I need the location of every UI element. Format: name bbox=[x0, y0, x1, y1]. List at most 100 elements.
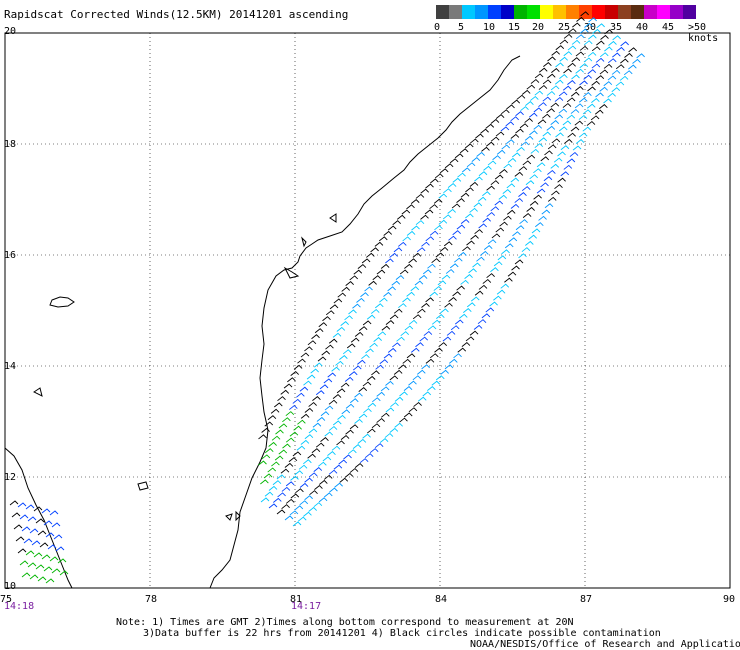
wind-barb bbox=[398, 241, 407, 247]
wind-barb bbox=[304, 434, 314, 440]
wind-barb bbox=[333, 464, 343, 470]
wind-barb bbox=[434, 225, 443, 231]
wind-barb bbox=[380, 263, 390, 269]
wind-barb bbox=[374, 303, 384, 309]
legend-swatch bbox=[631, 5, 644, 19]
wind-barb bbox=[461, 167, 471, 173]
wind-barb bbox=[358, 387, 368, 393]
wind-barb bbox=[478, 171, 488, 177]
wind-barb bbox=[563, 51, 573, 57]
wind-barb bbox=[313, 502, 323, 508]
legend-swatch bbox=[644, 5, 657, 19]
wind-barb bbox=[282, 417, 291, 423]
wind-barb bbox=[45, 532, 55, 538]
legend-swatch bbox=[605, 5, 618, 19]
legend-swatch bbox=[527, 5, 540, 19]
wind-barb bbox=[543, 176, 553, 182]
wind-barb bbox=[551, 50, 560, 56]
wind-barb bbox=[289, 404, 298, 410]
wind-barb bbox=[19, 514, 29, 520]
lat-label-16: 16 bbox=[4, 250, 17, 261]
wind-barb bbox=[11, 512, 21, 518]
wind-barb bbox=[297, 419, 306, 425]
wind-barb bbox=[398, 364, 407, 370]
wind-barb bbox=[320, 411, 330, 417]
wind-barb bbox=[353, 269, 363, 275]
wind-barb bbox=[547, 169, 556, 175]
wind-barb bbox=[476, 151, 485, 157]
wind-barb bbox=[408, 319, 418, 325]
wind-barb bbox=[268, 503, 278, 509]
wind-barb bbox=[357, 438, 367, 444]
wind-barb bbox=[570, 91, 580, 97]
wind-barb bbox=[393, 369, 403, 375]
wind-barb bbox=[555, 45, 565, 51]
island-andaman bbox=[283, 266, 300, 279]
wind-barb bbox=[275, 429, 284, 435]
wind-barb bbox=[521, 89, 531, 95]
wind-barb bbox=[453, 353, 462, 359]
wind-barb bbox=[258, 460, 267, 466]
wind-barb bbox=[394, 396, 404, 402]
wind-barb bbox=[325, 310, 335, 316]
wind-barb bbox=[576, 16, 585, 22]
wind-barb bbox=[406, 291, 415, 297]
wind-barb bbox=[420, 214, 429, 220]
wind-barb bbox=[481, 146, 490, 152]
legend-swatch bbox=[683, 5, 696, 19]
wind-barb bbox=[358, 413, 368, 419]
wind-barb bbox=[584, 22, 593, 28]
wind-barb bbox=[340, 382, 350, 388]
wind-barb bbox=[460, 279, 469, 285]
wind-barb bbox=[595, 57, 605, 63]
wind-barb bbox=[402, 358, 412, 364]
wind-barb bbox=[580, 28, 589, 34]
wind-barb bbox=[443, 188, 452, 194]
wind-barb bbox=[563, 164, 573, 170]
wind-barb bbox=[506, 209, 516, 215]
wind-barb bbox=[404, 325, 414, 331]
wind-barb bbox=[421, 364, 430, 370]
wind-barb bbox=[571, 57, 581, 63]
wind-barb bbox=[357, 263, 367, 269]
wind-barb bbox=[542, 79, 552, 85]
wind-barb bbox=[415, 342, 424, 348]
wind-barb bbox=[611, 87, 621, 93]
wind-barb bbox=[369, 448, 379, 454]
wind-barb bbox=[550, 163, 560, 169]
wind-barb bbox=[464, 143, 474, 149]
wind-barb bbox=[258, 434, 267, 440]
wind-barb bbox=[451, 203, 461, 209]
wind-barb bbox=[612, 35, 621, 41]
wind-barb bbox=[431, 319, 441, 325]
legend-swatch bbox=[657, 5, 670, 19]
wind-barb bbox=[533, 168, 542, 174]
wind-barb bbox=[27, 516, 37, 522]
wind-barb bbox=[394, 422, 403, 428]
wind-barb bbox=[340, 321, 349, 326]
wind-barb bbox=[361, 258, 371, 264]
wind-barb bbox=[349, 467, 359, 473]
wind-barb bbox=[574, 120, 584, 126]
legend-swatch bbox=[475, 5, 488, 19]
wind-barb bbox=[271, 435, 281, 441]
wind-barb bbox=[328, 338, 338, 344]
island-small-2 bbox=[33, 387, 43, 397]
wind-barb bbox=[331, 445, 341, 451]
wind-barb bbox=[363, 408, 372, 414]
wind-barb bbox=[526, 84, 536, 90]
legend-label: 30 bbox=[584, 22, 597, 33]
legend-label: 25 bbox=[558, 22, 571, 33]
wind-barb bbox=[567, 45, 577, 51]
wind-barb bbox=[374, 241, 384, 247]
wind-barb bbox=[579, 80, 588, 86]
island-group bbox=[301, 213, 337, 248]
wind-barb bbox=[284, 515, 294, 521]
wind-barb bbox=[478, 284, 488, 290]
wind-barb bbox=[463, 308, 472, 314]
wind-barb bbox=[501, 144, 511, 150]
wind-barb bbox=[511, 152, 521, 158]
wind-barb bbox=[567, 80, 576, 85]
legend-label: 45 bbox=[662, 22, 675, 33]
wind-barb bbox=[580, 11, 589, 17]
